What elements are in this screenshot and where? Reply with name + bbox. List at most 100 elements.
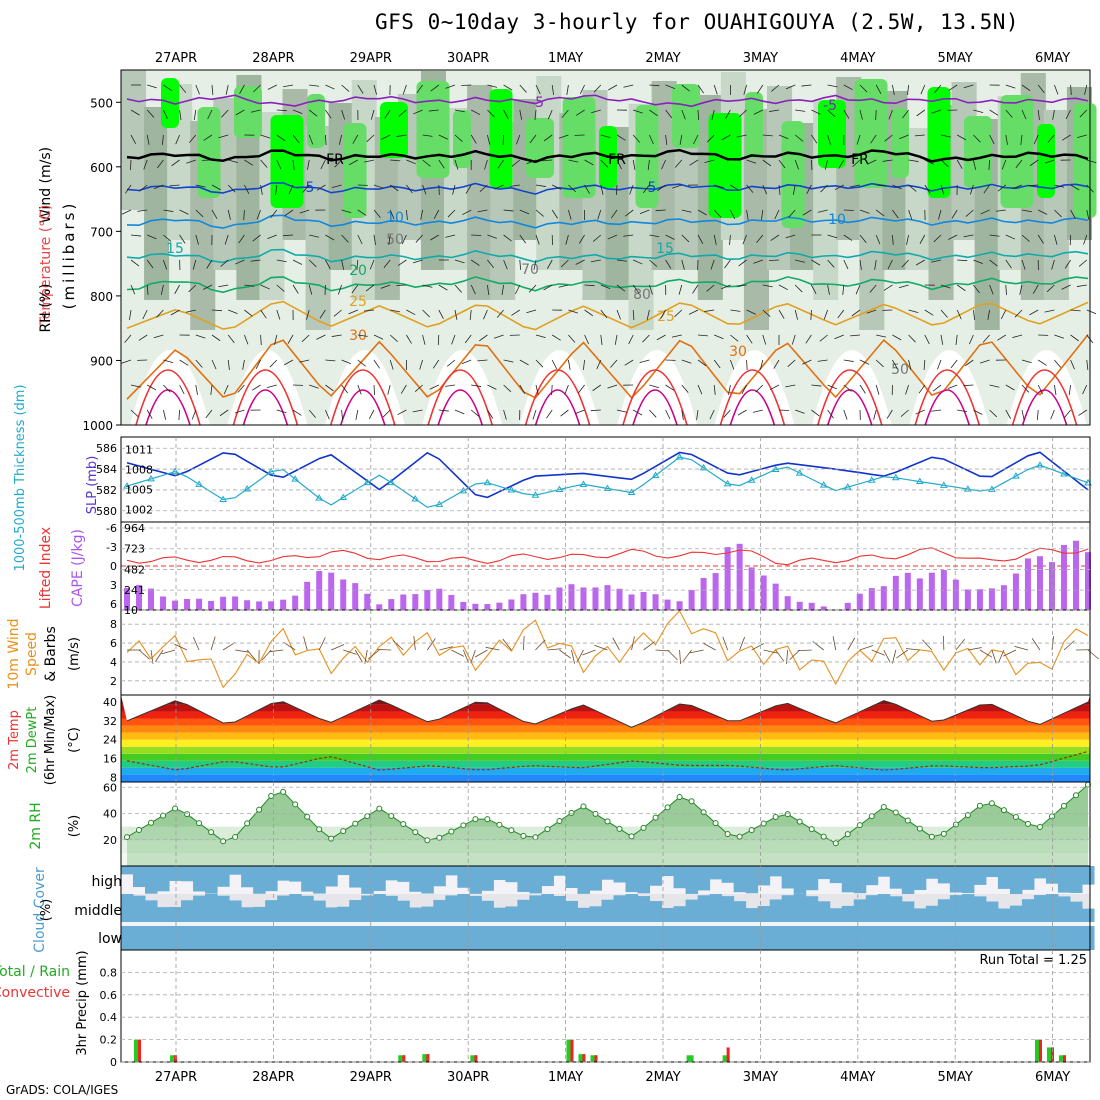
wind-barb: [454, 109, 465, 113]
wind-barb: [768, 259, 780, 261]
wind-barb: [445, 384, 456, 387]
cape-bar: [928, 572, 935, 610]
wind-barb: [827, 259, 835, 268]
wind-barb: [834, 334, 844, 340]
wind-barb: [933, 234, 942, 243]
wind-barb: [370, 109, 375, 120]
wind-barb: [256, 209, 261, 220]
cloud-high-bar: [229, 866, 242, 875]
cloud-mid-bar: [757, 906, 771, 922]
wind-barb: [963, 384, 974, 387]
wind-barb: [503, 234, 512, 242]
wind-barb: [276, 109, 287, 112]
cloud-low-bar: [229, 926, 242, 950]
cloud-high-bar: [709, 866, 723, 880]
rh-point: [784, 811, 791, 818]
wind-barb: [566, 84, 569, 95]
cloud-low-bar: [625, 926, 639, 950]
wind-barb: [679, 649, 681, 664]
wind-barb: [1070, 334, 1079, 342]
wind-barb: [438, 134, 449, 140]
upper-wind-label: Wind (m/s): [38, 147, 54, 223]
wind-barb: [244, 334, 249, 345]
cloud-high-bar: [157, 866, 170, 892]
wind-barb: [724, 259, 731, 269]
wind-barb: [921, 639, 933, 651]
wind-barb: [898, 284, 909, 289]
cloud-low-bar: [349, 926, 362, 950]
cloud-mid-bar: [493, 907, 506, 922]
wind-barb: [130, 234, 141, 237]
cloud-high-bar: [433, 866, 446, 887]
wind-barb: [308, 134, 314, 145]
cloud-low-bar: [877, 926, 891, 950]
wind-barb: [1054, 84, 1059, 95]
wind-barb: [348, 159, 358, 166]
wind-barb: [438, 159, 445, 169]
y-tick-label: 241: [124, 584, 145, 597]
wind-barb: [462, 209, 472, 216]
cape-bar: [424, 589, 431, 610]
rh-high-shade: [526, 118, 554, 178]
wind-barb: [438, 309, 444, 320]
wind-barb: [325, 134, 327, 146]
cloud-low-bar: [1081, 926, 1095, 950]
slp-point: [699, 463, 708, 471]
wind-barb: [632, 159, 636, 170]
wind-barb: [515, 284, 521, 295]
wind-barb: [331, 644, 345, 651]
y-tick-label: 0.4: [100, 1011, 118, 1024]
wind-barb: [1019, 284, 1023, 295]
wind-barb: [535, 384, 539, 395]
wind-barb: [697, 209, 707, 216]
panel-labels: Wind (m/s) Temperature (°C) RH (%) (mill…: [0, 147, 1087, 1056]
slp-point: [627, 488, 636, 496]
rh-point: [700, 809, 707, 816]
precip-ylabel: 3hr Precip (mm): [75, 950, 90, 1055]
cloud-high-bar: [241, 866, 254, 888]
cloud-high-bar: [120, 866, 134, 875]
wind-barb: [519, 384, 526, 394]
wind-barb: [681, 84, 690, 92]
slp-point: [411, 495, 420, 502]
cape-bar: [376, 604, 383, 610]
cloud-low-bar: [565, 926, 578, 950]
slp-point: [915, 477, 924, 485]
cloud-high-bar: [985, 866, 999, 878]
rh-point: [988, 800, 995, 807]
cape-bar: [436, 588, 443, 610]
wind-barb: [665, 134, 668, 145]
wind-barb: [503, 384, 512, 393]
wind-barb: [743, 84, 747, 95]
wind-barb: [1012, 184, 1023, 189]
wind-barb: [755, 384, 764, 393]
wind-barb: [516, 134, 521, 145]
wind-barb: [479, 184, 488, 192]
wind-barb: [642, 334, 650, 343]
wind-barb: [969, 184, 974, 195]
wind-barb: [859, 109, 863, 120]
wind-barb: [156, 309, 164, 318]
cloud-mid-bar: [120, 894, 134, 922]
wind-barb: [908, 309, 919, 313]
wind-barb: [438, 284, 448, 291]
wind-barb: [267, 234, 277, 239]
cloud-middle-label: middle: [74, 903, 122, 919]
wind-barb: [244, 184, 250, 195]
wind-barb: [483, 309, 488, 320]
cloud-mid-bar: [841, 905, 855, 922]
wind-barb: [547, 648, 562, 651]
wind-barb: [746, 209, 749, 220]
wind-barb: [998, 649, 1005, 664]
wind-barb: [325, 409, 330, 420]
temp2m-label-1: 2m Temp: [7, 710, 22, 770]
cloud-low-bar: [589, 926, 602, 950]
temp-mask: [121, 695, 1090, 728]
precip-label-2: Convective: [0, 985, 70, 1001]
rh-point: [1036, 824, 1043, 831]
slp-point: [123, 482, 131, 489]
cloud-high-bar: [205, 866, 218, 894]
wind-barb: [1054, 334, 1064, 339]
rh-point: [172, 805, 179, 812]
cloud-low-bar: [541, 926, 554, 950]
